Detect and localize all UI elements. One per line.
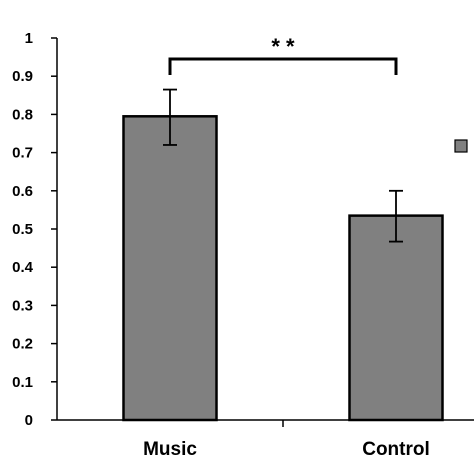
significance-label: * * [271,34,295,59]
y-tick-label: 0.3 [12,297,33,314]
y-tick-label: 0.9 [12,68,33,85]
bar-control [348,214,444,422]
y-tick-label: 0.4 [12,259,34,276]
legend-marker [454,139,468,153]
y-tick-label: 0.6 [12,183,33,200]
y-tick-label: 0.8 [12,106,33,123]
y-tick-label: 0.2 [12,336,33,353]
y-tick-label: 0.5 [12,221,33,238]
y-tick-label: 0.1 [12,374,33,391]
x-category-label: Control [362,439,430,460]
bar-music [122,115,218,422]
x-category-label: Music [143,439,197,460]
y-tick-label: 1 [25,30,33,47]
y-tick-label: 0 [25,412,33,429]
significance-bracket [168,57,398,75]
y-tick-label: 0.7 [12,145,33,162]
